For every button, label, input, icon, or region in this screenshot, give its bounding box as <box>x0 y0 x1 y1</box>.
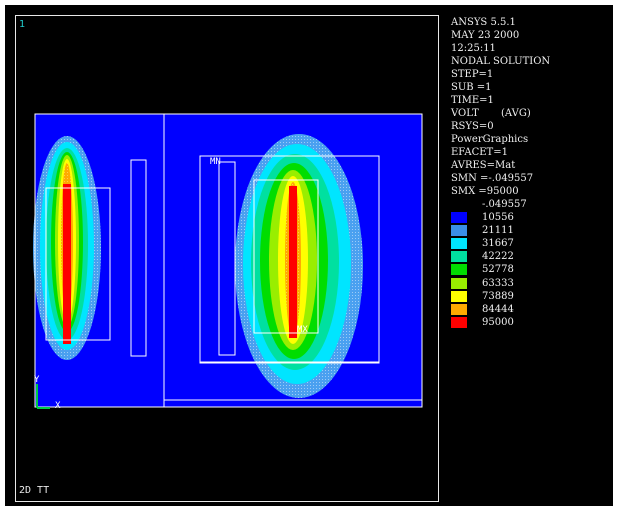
axis-y-label: Y <box>34 375 40 385</box>
legend-min-value: -.049557 <box>482 199 527 210</box>
info-line: ANSYS 5.5.1 <box>451 17 516 28</box>
legend-row: 63333 <box>451 277 611 290</box>
legend-row: 10556 <box>451 211 611 224</box>
legend-row: 84444 <box>451 303 611 316</box>
legend-value: 84444 <box>482 303 514 315</box>
info-line: MAY 23 2000 <box>451 30 520 41</box>
info-line: SMX =95000 <box>451 186 519 197</box>
legend-row: 95000 <box>451 316 611 329</box>
legend-value: 73889 <box>482 290 514 302</box>
window-number: 1 <box>19 19 26 30</box>
legend-panel: ANSYS 5.5.1 MAY 23 2000 12:25:11 NODAL SOLU… <box>451 16 611 416</box>
mesh-outlines <box>34 113 423 408</box>
contour-plot: MN MX Y X <box>33 113 423 411</box>
info-line: AVRES=Mat <box>451 160 516 171</box>
legend-swatch <box>451 316 467 328</box>
legend-row: 21111 <box>451 224 611 237</box>
legend-swatch <box>451 238 467 250</box>
legend-row: 52778 <box>451 263 611 276</box>
legend-swatch <box>451 251 467 263</box>
legend-swatch <box>451 303 467 315</box>
min-node-label: MN <box>210 157 221 167</box>
info-line: STEP=1 <box>451 69 494 80</box>
contour-legend: 10556 21111 31667 42222 52778 63333 73889 84444… <box>451 211 611 329</box>
legend-min-row: -.049557 <box>451 198 611 211</box>
legend-row: 42222 <box>451 250 611 263</box>
legend-swatch <box>451 212 467 224</box>
legend-swatch <box>451 225 467 237</box>
info-line: SUB =1 <box>451 82 492 93</box>
legend-swatch <box>451 277 467 289</box>
info-line: RSYS=0 <box>451 121 494 132</box>
legend-value: 42222 <box>482 251 514 263</box>
view-label: 2D TT <box>19 485 50 496</box>
legend-row: 31667 <box>451 237 611 250</box>
legend-swatch <box>451 290 467 302</box>
info-line: EFACET=1 <box>451 147 508 158</box>
right-electrode-contours <box>235 134 363 398</box>
legend-row: 73889 <box>451 290 611 303</box>
max-node-label: MX <box>297 325 308 335</box>
legend-value: 21111 <box>482 225 514 237</box>
graphics-viewport[interactable]: 1 <box>15 15 439 502</box>
info-line: PowerGraphics <box>451 134 529 145</box>
axis-triad: Y X <box>34 375 61 411</box>
info-line: TIME=1 <box>451 95 494 106</box>
info-line: NODAL SOLUTION <box>451 56 551 67</box>
left-electrode-contours <box>33 136 101 360</box>
info-line: VOLT (AVG) <box>451 108 531 119</box>
legend-value: 31667 <box>482 238 514 250</box>
graphics-screen: 1 <box>5 5 613 506</box>
axis-x-label: X <box>55 401 61 411</box>
info-line: 12:25:11 <box>451 43 496 54</box>
legend-value: 63333 <box>482 277 514 289</box>
legend-value: 52778 <box>482 264 514 276</box>
info-line: SMN =-.049557 <box>451 173 534 184</box>
legend-swatch <box>451 264 467 276</box>
legend-value: 10556 <box>482 212 514 224</box>
solution-info: ANSYS 5.5.1 MAY 23 2000 12:25:11 NODAL SOLU… <box>451 16 611 198</box>
legend-value: 95000 <box>482 316 514 328</box>
